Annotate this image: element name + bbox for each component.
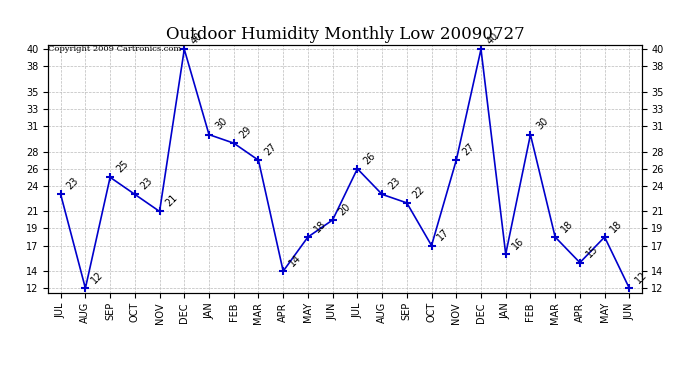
Text: 14: 14 xyxy=(287,253,303,268)
Text: 29: 29 xyxy=(238,124,254,140)
Text: 12: 12 xyxy=(633,270,649,285)
Text: 27: 27 xyxy=(263,141,279,158)
Text: 26: 26 xyxy=(362,150,377,166)
Text: 20: 20 xyxy=(337,201,353,217)
Text: 40: 40 xyxy=(188,31,204,46)
Text: 22: 22 xyxy=(411,184,427,200)
Text: 27: 27 xyxy=(460,141,476,158)
Text: 40: 40 xyxy=(485,31,501,46)
Text: 30: 30 xyxy=(535,116,551,132)
Text: 17: 17 xyxy=(435,227,451,243)
Text: 18: 18 xyxy=(312,219,328,234)
Text: 16: 16 xyxy=(510,236,526,251)
Text: 23: 23 xyxy=(65,176,81,192)
Text: 12: 12 xyxy=(90,270,106,285)
Text: 15: 15 xyxy=(584,244,600,260)
Text: 18: 18 xyxy=(560,219,575,234)
Text: 18: 18 xyxy=(609,219,624,234)
Text: Copyright 2009 Cartronics.com: Copyright 2009 Cartronics.com xyxy=(48,45,181,53)
Title: Outdoor Humidity Monthly Low 20090727: Outdoor Humidity Monthly Low 20090727 xyxy=(166,27,524,44)
Text: 23: 23 xyxy=(139,176,155,192)
Text: 23: 23 xyxy=(386,176,402,192)
Text: 21: 21 xyxy=(164,193,179,208)
Text: 25: 25 xyxy=(115,159,130,174)
Text: 30: 30 xyxy=(213,116,229,132)
